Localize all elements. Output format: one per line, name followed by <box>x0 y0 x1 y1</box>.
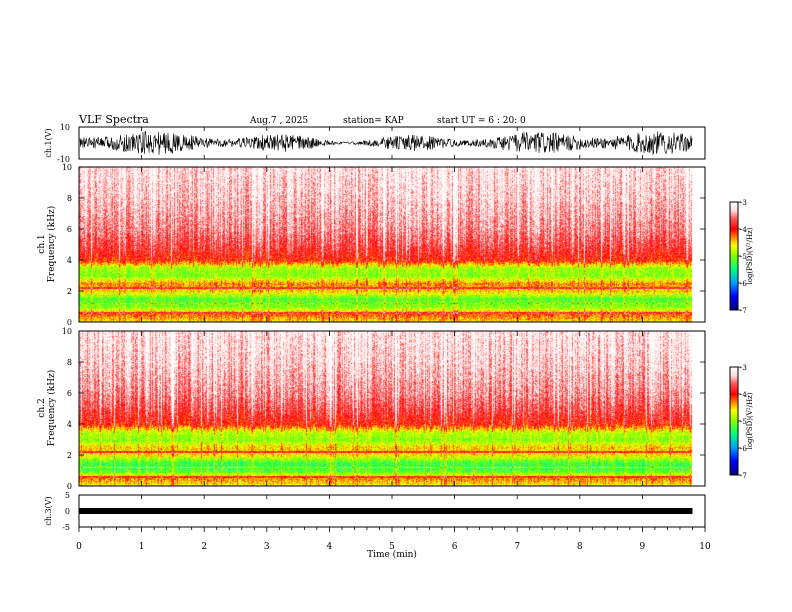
time-axis-tick-label: 8 <box>577 542 583 552</box>
ch2-spectrogram-panel: 0 2 4 6 8 10 ch.2 Frequency (kHz) <box>37 327 706 491</box>
ch3-ytick-max: 5 <box>65 491 70 500</box>
ch3-ytick-zero: 0 <box>65 507 70 516</box>
ch2-spectrogram-ytick-label: 10 <box>62 327 72 336</box>
ch1-colorbar: log(PSD)(V²/Hz) -3 -4 -5 -6 -7 <box>729 199 754 315</box>
time-axis-tick-label: 1 <box>139 542 145 552</box>
time-axis-tick-label: 6 <box>452 542 458 552</box>
ch2-spectrogram-ytick-label: 2 <box>67 451 72 460</box>
ch1-spectrogram-ylabel-1: ch.1 <box>37 234 47 253</box>
ch1-colorbar-tick-label: -6 <box>740 280 747 288</box>
ch1-waveform-frame <box>78 126 706 160</box>
ch2-spectrogram-ytick-label: 6 <box>67 389 72 398</box>
ch2-colorbar-tick-label: -5 <box>740 418 747 426</box>
ch1-colorbar-tick-label: -5 <box>740 253 747 261</box>
ch1-spectrogram-ytick-label: 10 <box>62 163 72 172</box>
ch1-colorbar-tick-label: -7 <box>740 307 747 315</box>
time-axis-tick-label: 4 <box>327 542 333 552</box>
ch3-waveform-ylabel: ch.3(V) <box>44 496 53 525</box>
ch2-colorbar-tick-label: -4 <box>740 391 747 399</box>
ch1-spectrogram-ytick-label: 2 <box>67 287 72 296</box>
figure-title: VLF Spectra <box>78 113 149 126</box>
station-label: station= KAP <box>343 116 404 126</box>
time-axis-tick-label: 3 <box>264 542 270 552</box>
ch1-waveform-ylabel: ch.1(V) <box>44 128 53 157</box>
ch1-spectrogram-ytick-label: 8 <box>67 194 72 203</box>
ch2-spectrogram-ylabel-1: ch.2 <box>37 398 47 417</box>
ch2-colorbar-tick-label: -6 <box>740 445 747 453</box>
ch3-waveform-panel: 5 0 -5 ch.3(V) <box>44 491 706 532</box>
ch2-spectrogram-image <box>79 331 705 486</box>
ch1-waveform-trace <box>78 127 706 159</box>
ch2-colorbar-label: log(PSD)(V²/Hz) <box>746 392 754 449</box>
ch3-waveform-band <box>79 508 693 514</box>
ch3-waveform-trace <box>78 495 706 514</box>
time-axis-label: Time (min) <box>367 549 417 560</box>
ch1-spectrogram-ytick-label: 4 <box>67 256 72 265</box>
ch1-ytick-min: -10 <box>57 155 70 164</box>
ch2-colorbar-tick-label: -7 <box>740 472 747 480</box>
ch2-colorbar: log(PSD)(V²/Hz) -3 -4 -5 -6 -7 <box>729 364 754 480</box>
ch1-spectrogram-axis: 0 2 4 6 8 10 <box>62 163 706 327</box>
ch2-spectrogram-ytick-label: 4 <box>67 420 72 429</box>
time-axis: 0 1 2 3 4 5 6 7 8 9 10 <box>76 527 711 552</box>
time-axis-tick-label: 9 <box>640 542 646 552</box>
date-label: Aug.7 , 2025 <box>249 116 308 126</box>
ch2-spectrogram-ytick-label: 0 <box>67 482 72 491</box>
ch1-colorbar-label: log(PSD)(V²/Hz) <box>746 227 754 284</box>
ch1-colorbar-tick-label: -3 <box>740 199 747 207</box>
time-axis-tick-label: 7 <box>514 542 520 552</box>
ch1-colorbar-tick-label: -4 <box>740 226 747 234</box>
ch2-spectrogram-axis: 0 2 4 6 8 10 <box>62 327 706 491</box>
time-axis-tick-label: 0 <box>76 542 82 552</box>
ch1-spectrogram-image <box>79 167 705 322</box>
ch1-waveform-panel: 10 -10 ch.1(V) <box>44 123 706 164</box>
time-axis-tick-label: 2 <box>201 542 207 552</box>
ch1-spectrogram-ylabel-2: Frequency (kHz) <box>46 206 57 283</box>
time-axis-tick-label: 5 <box>389 542 395 552</box>
ch1-waveform-line <box>79 130 693 156</box>
start-time-label: start UT = 6 : 20: 0 <box>437 116 526 126</box>
time-axis-tick-label: 10 <box>699 542 711 552</box>
ch2-spectrogram-ylabel-2: Frequency (kHz) <box>46 370 57 447</box>
ch2-spectrogram-ytick-label: 8 <box>67 358 72 367</box>
ch1-spectrogram-ytick-label: 6 <box>67 225 72 234</box>
ch3-ytick-min: -5 <box>62 523 70 532</box>
ch1-spectrogram-ytick-label: 0 <box>67 318 72 327</box>
ch2-colorbar-tick-label: -3 <box>740 364 747 372</box>
ch1-ytick-max: 10 <box>60 123 70 132</box>
ch1-spectrogram-panel: 0 2 4 6 8 10 ch.1 Frequency (kHz) <box>37 163 706 327</box>
